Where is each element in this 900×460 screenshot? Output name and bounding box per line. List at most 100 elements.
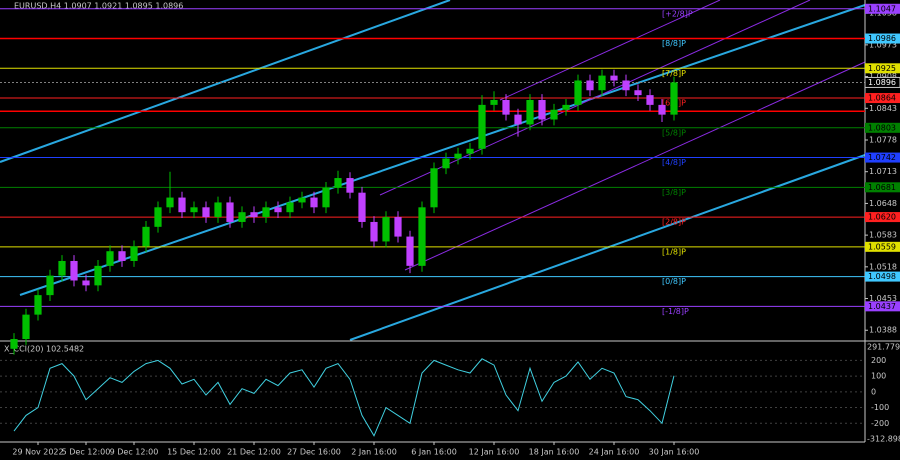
level-tag: [1/8]P [662, 247, 686, 256]
candle-body [526, 100, 534, 125]
last-price-label: 1.0896 [868, 78, 896, 87]
candle-body [202, 207, 210, 218]
y-tick-label: 1.0778 [869, 136, 897, 145]
x-tick-label: 27 Dec 16:00 [287, 448, 341, 457]
candle-body [298, 197, 306, 203]
candle-body [274, 207, 282, 213]
indicator-tick-label: 0 [871, 387, 876, 396]
indicator-tick-label: 100 [871, 372, 886, 381]
candle-body [646, 95, 654, 105]
candle-body [334, 178, 342, 188]
y-tick-label: 1.0973 [869, 40, 897, 49]
candle-body [394, 217, 402, 237]
candle-body [454, 153, 462, 159]
candle-body [370, 221, 378, 242]
level-tag: [+2/8]P [662, 9, 693, 18]
candle-body [310, 197, 318, 208]
channel-line [499, 0, 721, 101]
level-tag: [0/8]P [662, 277, 686, 286]
candle-body [490, 100, 498, 105]
candle-body [142, 226, 150, 247]
candle-body [442, 158, 450, 169]
candle-body [574, 80, 582, 105]
channel-line [0, 0, 451, 163]
candle-body [622, 80, 630, 91]
candle-body [10, 339, 18, 349]
y-tick-label: 1.0648 [869, 199, 897, 208]
candle-body [22, 314, 30, 340]
candle-body [286, 202, 294, 213]
level-tag: [2/8]P [662, 218, 686, 227]
y-tick-label: 1.0453 [869, 294, 897, 303]
level-box [865, 241, 900, 252]
y-tick-label: 1.0843 [869, 104, 897, 113]
level-label: 1.0681 [868, 183, 896, 192]
level-tag: [5/8]P [662, 128, 686, 137]
level-box [865, 63, 900, 74]
level-label: 1.0498 [868, 272, 896, 281]
chart-title: EURUSD,H4 1.0907 1.0921 1.0895 1.0896 [14, 2, 183, 11]
candle-body [166, 197, 174, 208]
channel-line [404, 61, 866, 271]
channel-line [379, 0, 811, 196]
level-box [865, 212, 900, 223]
level-box [865, 271, 900, 282]
level-label: 1.1047 [868, 4, 896, 13]
level-label: 1.0803 [868, 123, 896, 132]
level-box [865, 33, 900, 44]
candle-body [562, 104, 570, 110]
x-tick-label: 5 Dec 12:00 [62, 448, 111, 457]
level-box [865, 152, 900, 163]
level-box [865, 301, 900, 312]
candle-body [550, 109, 558, 120]
candle-body [478, 104, 486, 149]
x-tick-label: 2 Jan 16:00 [351, 448, 397, 457]
channel-line [349, 154, 866, 341]
candle-body [130, 246, 138, 261]
indicator-tick-label: 200 [871, 356, 886, 365]
level-tag: [3/8]P [662, 188, 686, 197]
level-label: 1.0437 [868, 302, 896, 311]
candle-body [262, 207, 270, 218]
candle-body [46, 275, 54, 296]
level-tag: [-1/8]P [662, 307, 689, 316]
candle-body [502, 100, 510, 115]
candle-body [658, 104, 666, 115]
level-label: 1.0742 [868, 153, 896, 162]
candle-body [430, 168, 438, 208]
indicator-tick-label: -100 [871, 403, 889, 412]
x-tick-label: 6 Jan 16:00 [411, 448, 457, 457]
level-label: 1.0559 [868, 242, 896, 251]
y-tick-label: 1.0388 [869, 326, 897, 335]
candle-body [610, 75, 618, 81]
level-box [865, 93, 900, 104]
candle-body [154, 207, 162, 227]
x-tick-label: 18 Jan 16:00 [529, 448, 580, 457]
candle-body [514, 114, 522, 125]
x-tick-label: 9 Dec 12:00 [110, 448, 159, 457]
candle-body [382, 217, 390, 242]
candle-body [214, 202, 222, 218]
candle-body [598, 75, 606, 91]
x-tick-label: 29 Nov 2022 [12, 448, 63, 457]
candle-body [466, 148, 474, 154]
y-tick-label: 1.0583 [869, 231, 897, 240]
candle-body [670, 82, 678, 115]
candle-body [190, 207, 198, 213]
indicator-title: X_CCI(20) 102.5482 [4, 345, 84, 354]
level-box [865, 182, 900, 193]
candle-body [226, 202, 234, 222]
candle-body [322, 187, 330, 208]
indicator-tick-label: -200 [871, 419, 889, 428]
indicator-line [13, 358, 675, 437]
x-tick-label: 12 Jan 16:00 [469, 448, 520, 457]
level-box [865, 122, 900, 133]
candle-body [358, 192, 366, 222]
candle-body [82, 280, 90, 286]
level-label: 1.0925 [868, 64, 896, 73]
candle-body [634, 90, 642, 96]
indicator-max: 291.7799 [867, 343, 900, 352]
candle-body [34, 295, 42, 315]
